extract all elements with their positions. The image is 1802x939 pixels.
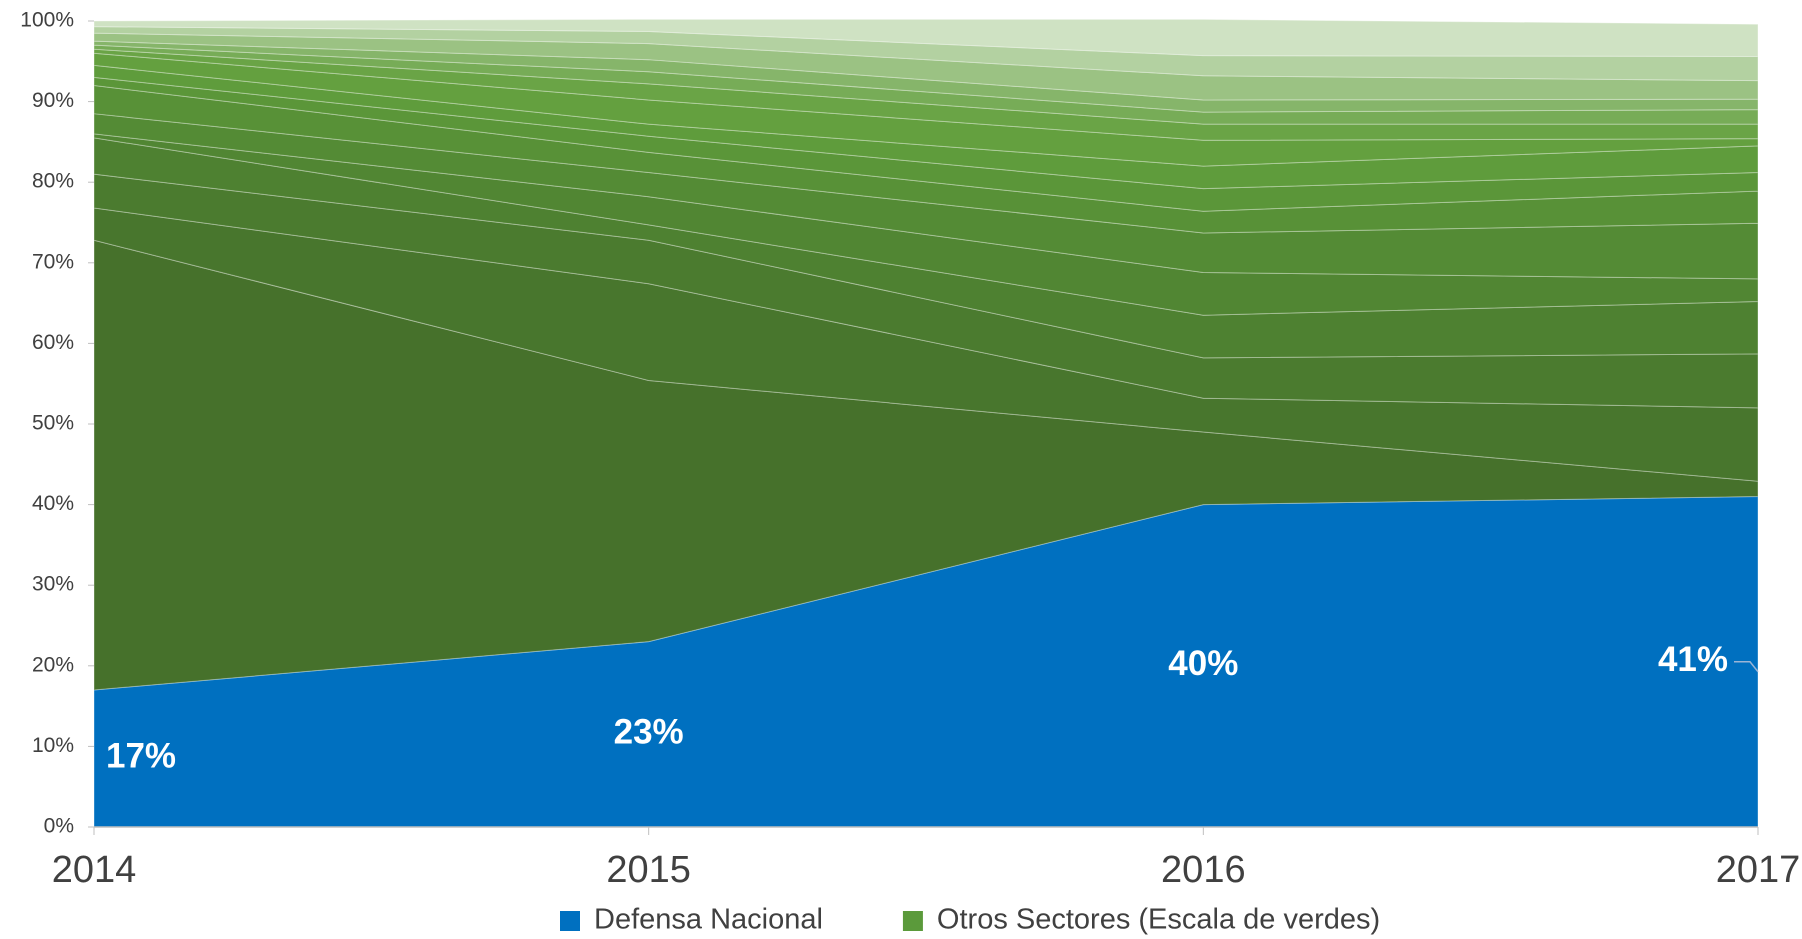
area-layer <box>93 40 1759 113</box>
area-layer <box>93 239 1759 691</box>
area-layer <box>93 32 1759 101</box>
data-label: 40% <box>1168 644 1238 683</box>
area-layer <box>93 44 1759 125</box>
y-tick-label: 100% <box>20 9 74 32</box>
area-layer <box>93 207 1759 482</box>
data-label: 23% <box>614 713 684 752</box>
area-layer <box>93 137 1759 359</box>
data-label: 17% <box>106 737 176 776</box>
legend-label: Otros Sectores (Escala de verdes) <box>937 904 1380 936</box>
area-layer <box>93 26 1759 82</box>
area-layer <box>93 133 1759 316</box>
y-tick-label: 40% <box>32 492 74 515</box>
x-tick-label: 2015 <box>606 849 691 891</box>
x-tick-label: 2016 <box>1161 849 1246 891</box>
area-layer <box>93 76 1759 212</box>
area-layer <box>93 113 1759 280</box>
y-tick-label: 10% <box>32 734 74 757</box>
area-layer <box>93 173 1759 409</box>
leader-line <box>1734 661 1759 673</box>
x-tick-label: 2014 <box>52 849 137 891</box>
legend-swatch <box>902 911 923 931</box>
area-layer <box>93 84 1759 234</box>
data-label: 41% <box>1658 640 1728 679</box>
y-tick-label: 60% <box>32 331 74 354</box>
area-layer <box>93 52 1759 167</box>
y-tick-label: 20% <box>32 653 74 676</box>
legend-label: Defensa Nacional <box>594 904 823 936</box>
area-layer <box>93 64 1759 190</box>
y-tick-label: 30% <box>32 573 74 596</box>
area-layer <box>93 18 1759 57</box>
x-tick-label: 2017 <box>1716 849 1801 891</box>
y-tick-label: 80% <box>32 170 74 193</box>
legend-swatch <box>560 911 580 931</box>
y-tick-label: 70% <box>32 250 74 273</box>
y-tick-label: 50% <box>32 412 74 435</box>
y-tick-label: 0% <box>44 815 74 838</box>
area-layer <box>93 48 1759 141</box>
y-tick-label: 90% <box>32 89 74 112</box>
